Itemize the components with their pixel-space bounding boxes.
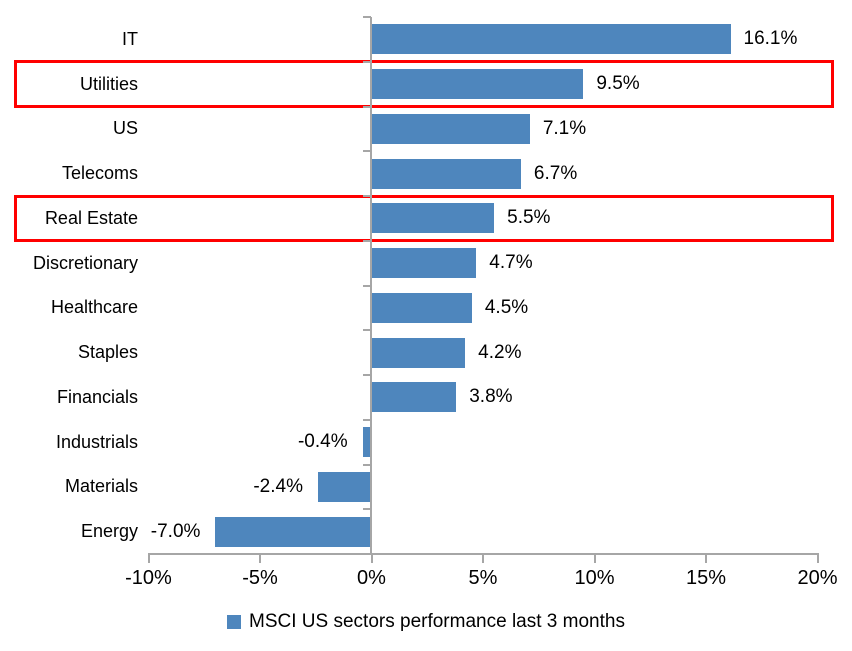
x-tick	[705, 555, 707, 563]
value-label: 5.5%	[507, 207, 551, 229]
y-tick	[363, 105, 371, 108]
category-label: Staples	[77, 342, 138, 363]
y-tick	[363, 508, 371, 511]
value-label: -7.0%	[150, 520, 201, 542]
y-tick	[363, 239, 371, 242]
value-label: 4.7%	[489, 252, 533, 274]
value-label: 16.1%	[743, 28, 798, 50]
value-label: 4.2%	[478, 341, 522, 363]
bar	[371, 248, 477, 279]
value-label: 7.1%	[542, 117, 587, 139]
y-tick	[363, 60, 371, 63]
x-tick-label: 0%	[357, 567, 386, 589]
x-tick-label: -10%	[125, 567, 172, 589]
bar	[371, 69, 584, 100]
value-label: -0.4%	[297, 431, 348, 453]
category-label: Financials	[56, 386, 138, 407]
bar	[371, 337, 466, 368]
value-label: 9.5%	[596, 73, 640, 95]
category-label: Utilities	[79, 73, 138, 94]
category-label: Healthcare	[50, 297, 138, 318]
legend: MSCI US sectors performance last 3 month…	[0, 611, 852, 633]
bar	[371, 382, 457, 413]
x-tick-label: 20%	[797, 567, 838, 589]
highlight-box	[14, 60, 834, 108]
value-label: 3.8%	[469, 386, 513, 408]
y-tick	[363, 329, 371, 332]
bar	[371, 203, 495, 234]
y-tick	[363, 150, 371, 153]
category-label: Telecoms	[61, 163, 138, 184]
category-label: Industrials	[55, 431, 138, 452]
x-tick	[147, 555, 150, 563]
category-label: Real Estate	[44, 207, 138, 228]
x-tick	[259, 555, 261, 563]
x-tick	[593, 555, 596, 563]
x-tick	[482, 555, 484, 563]
x-tick-label: 5%	[468, 567, 498, 589]
y-tick	[363, 374, 371, 376]
x-axis-line	[148, 553, 819, 555]
x-tick-label: 15%	[685, 567, 727, 589]
y-tick	[363, 195, 371, 197]
bar	[215, 516, 372, 547]
y-tick	[363, 418, 371, 421]
legend-label: MSCI US sectors performance last 3 month…	[249, 611, 625, 632]
legend-marker-icon	[227, 615, 242, 629]
x-tick-label: -5%	[242, 567, 278, 589]
y-axis-line	[370, 17, 372, 555]
category-label: US	[112, 118, 138, 139]
bar	[371, 113, 530, 144]
highlight-box	[14, 194, 834, 243]
bar	[371, 158, 521, 189]
category-label: Materials	[64, 476, 138, 497]
y-tick	[363, 463, 371, 466]
value-label: 6.7%	[533, 162, 578, 184]
y-tick	[363, 16, 371, 18]
value-label: 4.5%	[484, 296, 529, 318]
category-label: Energy	[80, 521, 138, 542]
bar	[317, 471, 372, 502]
x-tick-label: 10%	[574, 567, 615, 589]
value-label: -2.4%	[253, 475, 303, 497]
bar	[362, 427, 372, 458]
y-tick	[363, 284, 371, 287]
category-label: Discretionary	[32, 252, 138, 273]
bar	[371, 24, 731, 55]
x-tick	[816, 555, 819, 563]
category-label: IT	[122, 28, 138, 49]
bar	[371, 292, 472, 323]
x-tick	[370, 555, 373, 563]
